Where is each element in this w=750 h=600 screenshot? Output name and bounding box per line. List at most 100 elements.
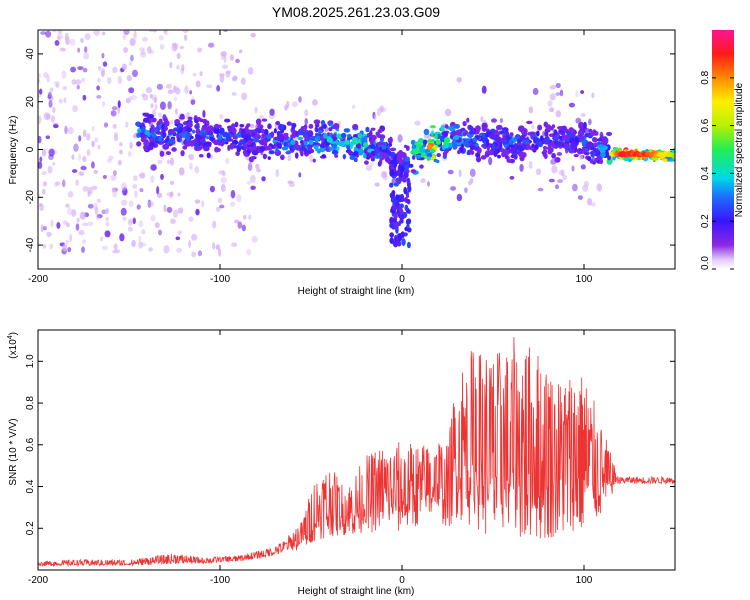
spectrogram-speckle [223, 54, 227, 63]
spectrogram-ridge-cell [436, 133, 441, 140]
spectrogram-speckle [138, 47, 145, 52]
spectrogram-ridge-cell [594, 157, 599, 162]
spectrogram-ridge-cell [173, 127, 179, 132]
spectrogram-speckle [62, 85, 68, 91]
spectrogram-ridge-cell [410, 169, 417, 174]
spectrogram-ridge-cell [176, 134, 182, 138]
spectrogram-speckle [69, 233, 73, 243]
spectrogram-speckle [456, 193, 463, 202]
spectrogram-speckle [202, 110, 206, 118]
spectrogram-ridge-cell [508, 144, 515, 148]
spectrogram-speckle [149, 20, 152, 25]
spectrogram-speckle [71, 154, 75, 160]
spectrogram-speckle [113, 170, 117, 176]
spectrogram-speckle [184, 34, 187, 41]
spectrogram-ridge-cell [553, 140, 559, 146]
spectrogram-speckle [40, 31, 47, 35]
spectrogram-speckle [556, 152, 563, 156]
spectrogram-speckle [166, 159, 171, 165]
spectrogram-ridge-cell [480, 155, 487, 160]
spectrogram-plume-cell [397, 242, 402, 247]
spectrogram-ridge-cell [420, 152, 426, 157]
spectrogram-ridge-cell [439, 136, 445, 143]
spectrogram-ridge-cell [606, 158, 613, 165]
spectrogram-ridge-cell [336, 133, 342, 139]
spectrogram-speckle [82, 222, 89, 227]
spectrogram-speckle [212, 242, 216, 250]
spectrogram-speckle [156, 83, 164, 90]
spectrogram-ridge-cell [466, 117, 470, 123]
spectrogram-speckle [469, 168, 476, 178]
y-tick-label: 0.6 [25, 437, 36, 451]
spectrogram-ridge-cell [426, 152, 433, 158]
spectrogram-speckle [577, 195, 583, 200]
spectrogram-ridge-point [144, 130, 150, 136]
colorbar: 0.0 0.2 0.4 0.6 0.8 Normalized spectral ampl… [700, 30, 745, 270]
spectrogram-ridge-cell [195, 142, 199, 148]
spectrogram-speckle [43, 226, 47, 231]
x-tick-label: -100 [210, 575, 230, 586]
spectrogram-speckle [596, 183, 603, 192]
spectrogram-ridge-cell [214, 123, 219, 129]
spectrogram-speckle [560, 169, 565, 177]
spectrogram-speckle [549, 84, 557, 90]
spectrogram-speckle [464, 187, 468, 194]
spectrogram-speckle [248, 214, 252, 220]
spectrogram-speckle [414, 120, 421, 126]
spectrogram-speckle [129, 141, 133, 150]
spectrogram-ridge-cell [334, 154, 339, 158]
spectrogram-speckle [380, 107, 387, 113]
x-tick-label: 100 [576, 575, 593, 586]
spectrogram-speckle [157, 229, 162, 236]
x-tick-label: 0 [399, 575, 405, 586]
spectrogram-plume-cell [392, 206, 396, 211]
spectrogram-ridge-cell [553, 129, 558, 134]
spectrogram-speckle [90, 19, 96, 27]
spectrogram-speckle [555, 83, 561, 89]
spectrogram-speckle [117, 100, 121, 108]
spectrogram-ridge-cell [232, 135, 238, 140]
spectrogram-speckle [269, 108, 275, 116]
spectrogram-speckle [261, 176, 266, 182]
spectrogram-speckle [192, 72, 197, 77]
spectrogram-ridge-cell [490, 128, 496, 134]
spectrogram-ridge-point [599, 146, 605, 153]
spectrogram-ridge-cell [148, 114, 154, 119]
spectrogram-speckle [70, 66, 77, 73]
spectrogram-ridge-cell [429, 148, 436, 153]
spectrogram-speckle [580, 112, 586, 117]
spectrogram-ridge-point [472, 137, 478, 143]
spectrogram-speckle [107, 158, 112, 163]
spectrogram-ridge-cell [254, 127, 261, 132]
spectrogram-ridge-cell [187, 121, 193, 128]
spectrogram-speckle [373, 114, 377, 121]
spectrogram-speckle [208, 42, 215, 48]
spectrogram-speckle [97, 144, 101, 150]
spectrogram-speckle [123, 30, 130, 36]
spectrogram-speckle [531, 124, 535, 130]
spectrogram-speckle [139, 51, 147, 58]
spectrogram-speckle [444, 108, 452, 117]
spectrogram-speckle [50, 16, 54, 24]
spectrogram-ridge-cell [150, 117, 157, 123]
spectrogram-speckle [79, 211, 86, 220]
spectrogram-ridge-cell [266, 134, 272, 140]
spectrogram-speckle [128, 218, 133, 225]
spectrogram-speckle [71, 79, 77, 85]
spectrogram-speckle [75, 79, 82, 85]
spectrogram-ridge-cell [561, 136, 568, 141]
spectrogram-ridge-cell [588, 128, 593, 133]
spectrogram-ridge-cell [273, 136, 280, 141]
spectrogram-ridge-cell [453, 123, 460, 129]
spectrogram-ridge-cell [286, 150, 292, 154]
spectrogram-ridge-cell [364, 160, 369, 165]
spectrogram-speckle [150, 214, 156, 222]
spectrogram-ridge-cell [165, 138, 169, 143]
spectrogram-ridge-cell [241, 128, 246, 135]
spectrogram-speckle [100, 69, 105, 78]
spectrogram-speckle [230, 201, 236, 207]
spectrogram-speckle [184, 85, 189, 94]
spectrogram-speckle [228, 15, 233, 23]
spectrogram-ridge-cell [263, 154, 268, 159]
